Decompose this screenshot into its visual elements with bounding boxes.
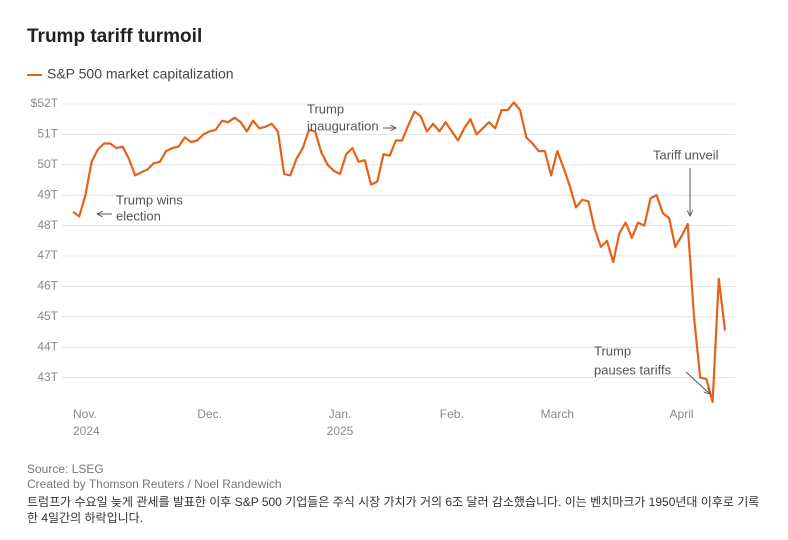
x-tick-label: Feb. bbox=[440, 407, 464, 421]
credit: Created by Thomson Reuters / Noel Randew… bbox=[27, 477, 282, 491]
y-tick-label: 45T bbox=[37, 309, 58, 323]
annotation: Tariff unveil bbox=[653, 147, 719, 162]
y-tick-label: 44T bbox=[37, 339, 58, 353]
y-tick-label: 48T bbox=[37, 218, 58, 232]
y-tick-label: $52T bbox=[31, 96, 59, 110]
legend-label: S&P 500 market capitalization bbox=[47, 66, 234, 82]
x-tick-label: Nov. 2024 bbox=[73, 407, 100, 438]
y-tick-label: 43T bbox=[37, 370, 58, 384]
y-tick-label: 47T bbox=[37, 248, 58, 262]
y-tick-label: 46T bbox=[37, 279, 58, 293]
y-tick-label: 50T bbox=[37, 157, 58, 171]
x-tick-label: April bbox=[670, 407, 694, 421]
annotation: Trump bbox=[307, 101, 344, 116]
x-tick-label: Jan. 2025 bbox=[327, 407, 354, 438]
y-tick-label: 49T bbox=[37, 187, 58, 201]
annotation: inauguration bbox=[307, 118, 379, 133]
annotation: pauses tariffs bbox=[594, 362, 672, 377]
chart: Trump tariff turmoil S&P 500 market capi… bbox=[27, 26, 735, 438]
chart-title: Trump tariff turmoil bbox=[27, 26, 202, 47]
annotation-arrow bbox=[685, 371, 710, 394]
x-tick-label: Dec. bbox=[197, 407, 222, 421]
y-tick-label: 51T bbox=[37, 127, 58, 141]
x-tick-label: March bbox=[541, 407, 574, 421]
source: Source: LSEG bbox=[27, 462, 104, 476]
data-line bbox=[72, 101, 727, 403]
caption: 트럼프가 수요일 늦게 관세를 발표한 이후 S&P 500 기업들은 주식 시… bbox=[27, 495, 760, 525]
annotation: Trump wins bbox=[116, 192, 183, 207]
annotation: election bbox=[116, 208, 161, 223]
annotation: Trump bbox=[594, 343, 631, 358]
